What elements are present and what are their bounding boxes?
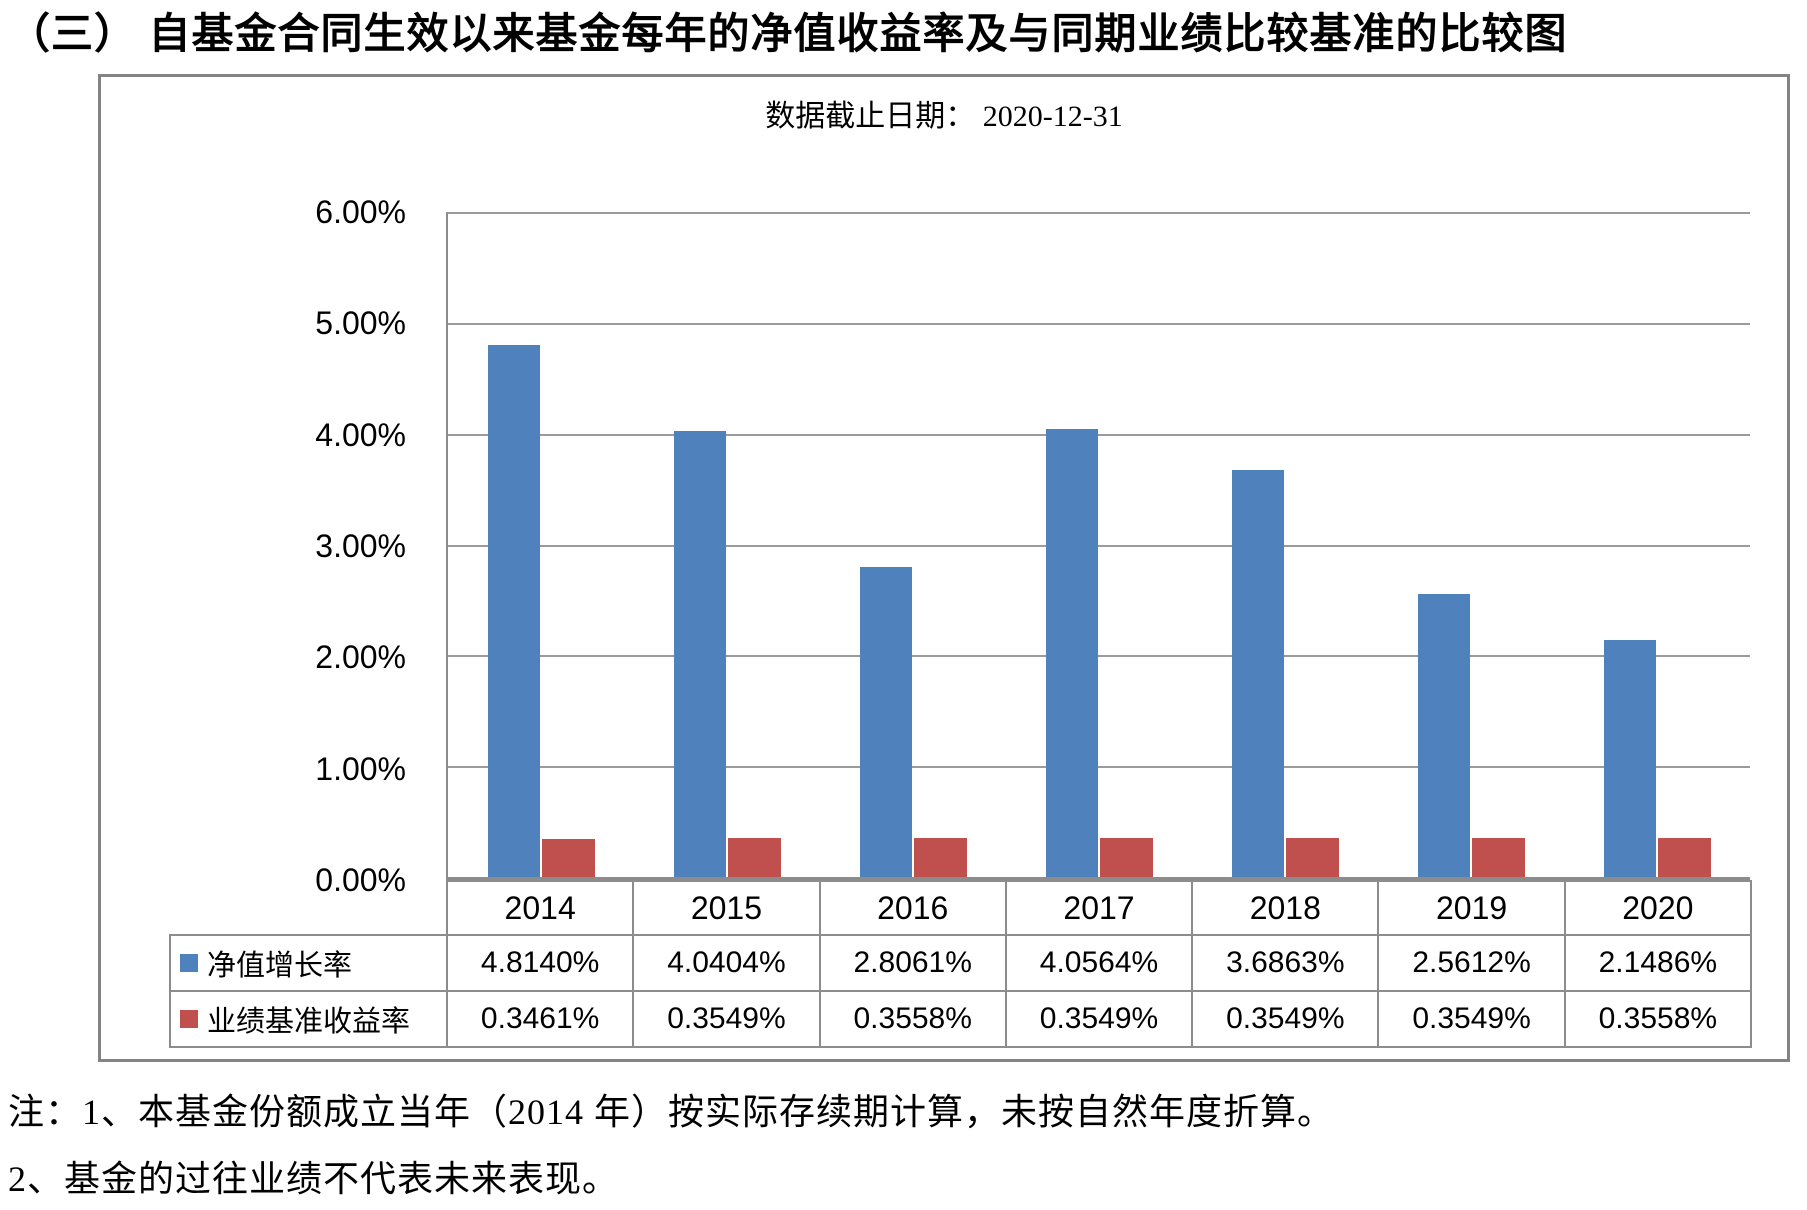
- benchmark-return-rate-bar: [542, 838, 595, 877]
- y-axis-tick-label: 4.00%: [315, 416, 406, 453]
- year-header-cell: 2016: [820, 882, 1005, 934]
- year-header-cell: 2015: [634, 882, 819, 934]
- legend-column: 净值增长率业绩基准收益率: [169, 934, 449, 1048]
- gridline: [448, 323, 1750, 326]
- net-value-growth-rate-value-cell: 2.1486%: [1565, 936, 1750, 990]
- benchmark-return-rate-bar: [1472, 837, 1525, 877]
- footnote-2: 2、基金的过往业绩不代表未来表现。: [8, 1159, 620, 1199]
- net-value-growth-rate-value-cell: 2.8061%: [820, 936, 1005, 990]
- benchmark-return-rate-bar: [1658, 837, 1711, 877]
- data-table-values: 4.8140% 4.0404% 2.8061% 4.0564% 3.6863% 2.561…: [446, 934, 1752, 1048]
- benchmark-return-rate-value-cell: 0.3549%: [1379, 992, 1564, 1046]
- y-axis-tick-label: 2.00%: [315, 639, 406, 676]
- gridline: [448, 544, 1750, 547]
- benchmark-return-rate-value-cell: 0.3549%: [1006, 992, 1192, 1046]
- y-axis-tick-label: 3.00%: [315, 528, 406, 564]
- legend-item-benchmark-return-rate: 业绩基准收益率: [171, 992, 447, 1046]
- net-value-growth-rate-bar: [1604, 639, 1656, 877]
- year-header-cell: 2017: [1006, 882, 1192, 934]
- chart-frame: 数据截止日期： 2020-12-31 6.00% 5.00% 4.00% 3.00% 2…: [98, 74, 1790, 1062]
- gridline: [448, 654, 1750, 657]
- benchmark-return-rate-legend-swatch-icon: [180, 1010, 198, 1028]
- data-table-year-header-row: 2014 2015 2016 2017 2018 2019 2020: [446, 880, 1752, 936]
- net-value-growth-rate-value-cell: 4.0404%: [634, 936, 819, 990]
- y-axis-tick-label: 6.00%: [315, 194, 406, 230]
- net-value-growth-rate-value-cell: 4.8140%: [448, 936, 633, 990]
- benchmark-return-rate-value-cell: 0.3461%: [448, 992, 633, 1046]
- y-axis-tick-label: 0.00%: [315, 862, 406, 898]
- page-title: （三） 自基金合同生效以来基金每年的净值收益率及与同期业绩比较基准的比较图: [8, 12, 1568, 58]
- net-value-growth-rate-value-cell: 3.6863%: [1193, 936, 1378, 990]
- net-value-growth-rate-bar: [860, 566, 912, 877]
- benchmark-return-rate-value-cell: 0.3558%: [820, 992, 1005, 1046]
- net-value-growth-rate-bar: [1232, 469, 1284, 877]
- net-value-growth-rate-value-cell: 2.5612%: [1379, 936, 1564, 990]
- chart-subtitle: 数据截止日期： 2020-12-31: [765, 100, 1123, 133]
- net-value-growth-rate-value-cell: 4.0564%: [1006, 936, 1192, 990]
- benchmark-return-rate-bar: [1286, 837, 1339, 877]
- benchmark-return-rate-bar: [728, 837, 781, 877]
- net-value-growth-rate-bar: [674, 430, 726, 877]
- year-header-cell: 2018: [1193, 882, 1378, 934]
- net-value-growth-rate-bar: [1046, 428, 1098, 877]
- benchmark-return-rate-value-cell: 0.3549%: [1193, 992, 1378, 1046]
- net-value-growth-rate-bar: [1418, 594, 1470, 877]
- y-axis-tick-label: 5.00%: [315, 305, 406, 342]
- benchmark-return-rate-bar: [1100, 837, 1153, 877]
- benchmark-return-rate-value-cell: 0.3558%: [1565, 992, 1750, 1046]
- y-axis-tick-label: 1.00%: [315, 750, 406, 787]
- year-header-cell: 2020: [1565, 882, 1750, 934]
- legend-label: 净值增长率: [207, 950, 353, 982]
- gridline: [448, 433, 1750, 436]
- year-header-cell: 2014: [448, 882, 633, 934]
- net-value-growth-rate-legend-swatch-icon: [180, 954, 198, 972]
- benchmark-return-rate-bar: [914, 837, 967, 877]
- legend-label: 业绩基准收益率: [207, 1006, 411, 1038]
- year-header-cell: 2019: [1379, 882, 1564, 934]
- benchmark-return-rate-value-cell: 0.3549%: [634, 992, 819, 1046]
- net-value-growth-rate-bar: [488, 345, 540, 877]
- gridline: [448, 765, 1750, 768]
- legend-item-net-value-growth-rate: 净值增长率: [171, 936, 447, 990]
- plot-area: [446, 212, 1750, 880]
- footnote-1: 注：1、本基金份额成立当年（2014 年）按实际存续期计算，未按自然年度折算。: [8, 1092, 1335, 1132]
